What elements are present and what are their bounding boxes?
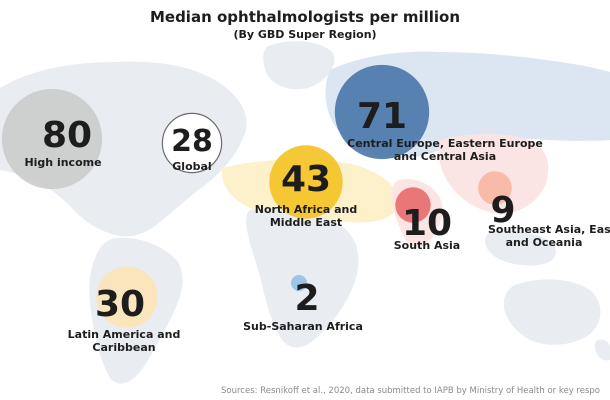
category-label: Global xyxy=(172,160,211,173)
category-label: Sub-Saharan Africa xyxy=(243,320,363,333)
value-label: 30 xyxy=(95,284,145,325)
source-note: Sources: Resnikoff et al., 2020, data su… xyxy=(221,386,600,396)
category-label: and Oceania xyxy=(506,236,583,249)
bubble-southeast-asia-east-asia-and-oceania xyxy=(478,171,512,205)
bubble-sub-saharan-africa xyxy=(291,275,307,291)
value-label: 2 xyxy=(294,278,319,319)
value-label: 28 xyxy=(171,124,213,159)
bubble-latin-america-and-caribbean xyxy=(96,266,158,328)
bubble-global xyxy=(161,112,223,174)
bubble-high-income xyxy=(1,88,103,190)
category-label: Central Europe, Eastern Europe xyxy=(347,137,543,150)
category-label: Caribbean xyxy=(92,341,155,354)
category-label: Middle East xyxy=(270,216,342,229)
value-label: 80 xyxy=(42,115,92,156)
chart-title: Median ophthalmologists per million xyxy=(150,8,460,26)
bubbles-layer xyxy=(1,64,512,328)
category-label: South Asia xyxy=(394,239,460,252)
category-label: North Africa and xyxy=(255,203,358,216)
category-label: and Central Asia xyxy=(394,150,496,163)
category-label: High income xyxy=(24,156,101,169)
value-label: 43 xyxy=(281,159,331,200)
bubble-central-europe-eastern-europe-and-central-asia xyxy=(334,64,430,160)
bubble-north-africa-and-middle-east xyxy=(269,145,343,219)
value-label: 10 xyxy=(402,203,452,244)
bubble-south-asia xyxy=(395,187,431,223)
category-label: Southeast Asia, East Asia xyxy=(488,223,610,236)
category-label: Latin America and xyxy=(68,328,181,341)
value-label: 71 xyxy=(357,96,407,137)
chart-subtitle: (By GBD Super Region) xyxy=(233,28,376,41)
value-label: 9 xyxy=(490,190,515,231)
